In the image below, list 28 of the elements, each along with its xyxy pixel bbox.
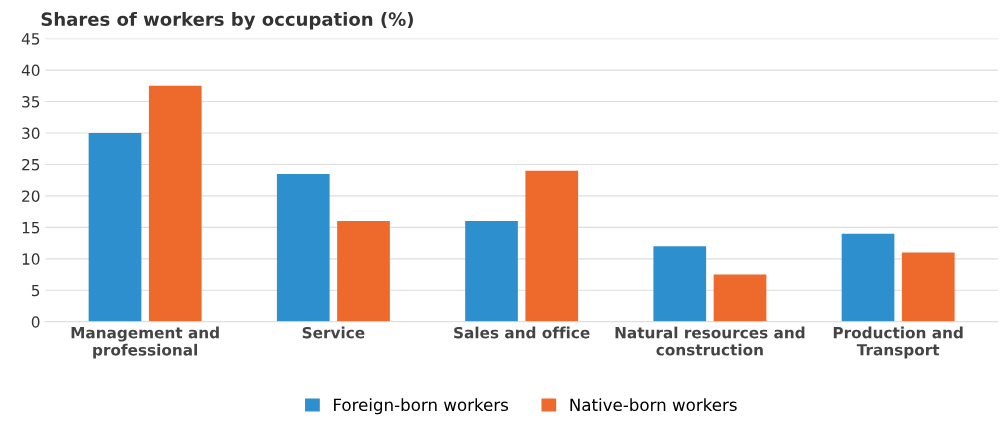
bar <box>713 274 767 322</box>
y-tick-label: 15 <box>22 222 40 234</box>
legend-label: Foreign-born workers <box>334 398 509 415</box>
bar <box>653 246 707 322</box>
y-tick-label: 10 <box>22 253 40 265</box>
bar <box>88 132 142 322</box>
bar <box>901 252 955 322</box>
chart-title: Shares of workers by occupation (%) <box>41 12 413 30</box>
legend-label: Native-born workers <box>570 398 737 412</box>
x-tick-label: Service <box>302 326 365 339</box>
bar <box>841 233 895 322</box>
y-tick-label: 5 <box>31 284 40 297</box>
y-tick-label: 35 <box>22 96 40 108</box>
x-tick-label: Natural resources and construction <box>615 326 805 356</box>
bar <box>276 173 330 322</box>
bar <box>337 221 390 322</box>
bar <box>525 170 579 322</box>
bar <box>465 221 518 322</box>
y-tick-label: 45 <box>21 33 40 45</box>
y-tick-label: 20 <box>22 190 40 202</box>
y-tick-label: 40 <box>21 64 40 77</box>
x-tick-label: Sales and office <box>454 326 590 339</box>
bar <box>148 85 202 322</box>
y-tick-label: 25 <box>22 158 40 171</box>
x-tick-label: Production and Transport <box>833 326 963 359</box>
x-tick-label: Management and professional <box>71 326 219 359</box>
y-tick-label: 30 <box>22 127 40 140</box>
y-tick-label: 0 <box>31 316 40 328</box>
